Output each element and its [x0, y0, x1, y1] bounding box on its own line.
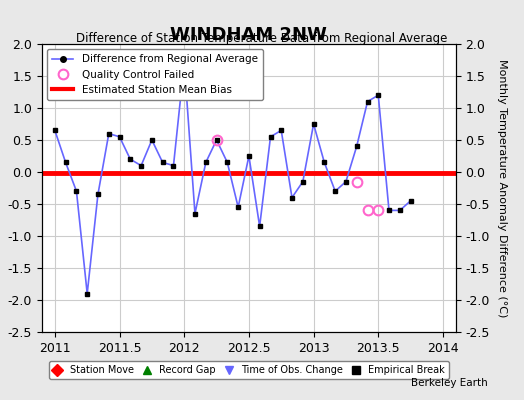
Legend: Station Move, Record Gap, Time of Obs. Change, Empirical Break: Station Move, Record Gap, Time of Obs. C… [49, 361, 449, 379]
Y-axis label: Monthly Temperature Anomaly Difference (°C): Monthly Temperature Anomaly Difference (… [497, 59, 507, 317]
Text: Difference of Station Temperature Data from Regional Average: Difference of Station Temperature Data f… [77, 32, 447, 45]
Text: Berkeley Earth: Berkeley Earth [411, 378, 487, 388]
Title: WINDHAM 2NW: WINDHAM 2NW [170, 26, 328, 44]
